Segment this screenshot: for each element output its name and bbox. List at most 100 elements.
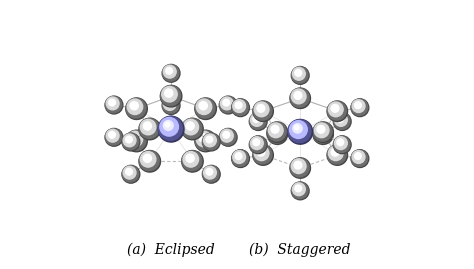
Circle shape	[258, 106, 262, 109]
Circle shape	[271, 128, 279, 135]
Circle shape	[105, 96, 123, 114]
Circle shape	[334, 113, 350, 129]
Circle shape	[334, 136, 350, 153]
Circle shape	[166, 68, 173, 74]
Circle shape	[296, 186, 299, 189]
Circle shape	[254, 102, 269, 117]
Circle shape	[232, 99, 248, 115]
Circle shape	[122, 165, 140, 183]
Text: (b)  Staggered: (b) Staggered	[249, 243, 351, 257]
Circle shape	[253, 145, 273, 165]
Circle shape	[207, 137, 210, 140]
Circle shape	[294, 91, 302, 99]
Circle shape	[203, 134, 216, 147]
Circle shape	[249, 136, 267, 154]
Circle shape	[106, 97, 119, 110]
Circle shape	[203, 166, 219, 182]
Circle shape	[219, 97, 236, 113]
Circle shape	[288, 119, 312, 144]
Circle shape	[160, 86, 182, 107]
Circle shape	[355, 102, 361, 109]
Circle shape	[337, 116, 344, 122]
Circle shape	[145, 123, 149, 127]
Circle shape	[333, 136, 351, 154]
Circle shape	[268, 125, 283, 140]
Circle shape	[126, 168, 132, 175]
Circle shape	[126, 98, 146, 118]
Circle shape	[352, 151, 365, 163]
Circle shape	[182, 119, 202, 138]
Circle shape	[273, 127, 276, 130]
Circle shape	[258, 150, 262, 153]
Circle shape	[139, 118, 161, 140]
Circle shape	[123, 166, 136, 179]
Circle shape	[162, 64, 180, 82]
Circle shape	[313, 124, 333, 144]
Circle shape	[292, 67, 308, 83]
Circle shape	[292, 159, 306, 174]
Circle shape	[195, 98, 215, 118]
Circle shape	[294, 161, 302, 169]
Circle shape	[224, 133, 228, 136]
Circle shape	[164, 89, 173, 97]
Circle shape	[351, 150, 368, 166]
Circle shape	[165, 122, 170, 127]
Circle shape	[164, 121, 173, 130]
Circle shape	[186, 122, 194, 130]
Circle shape	[267, 122, 286, 141]
Circle shape	[250, 137, 263, 150]
Circle shape	[106, 129, 119, 142]
Circle shape	[201, 135, 205, 139]
Circle shape	[132, 135, 136, 139]
Circle shape	[249, 113, 267, 130]
Circle shape	[232, 150, 248, 166]
Circle shape	[219, 129, 237, 146]
Circle shape	[139, 151, 159, 171]
Circle shape	[161, 86, 181, 105]
Circle shape	[352, 100, 365, 112]
Circle shape	[206, 136, 213, 143]
Circle shape	[182, 118, 203, 140]
Circle shape	[327, 101, 347, 121]
Circle shape	[314, 123, 329, 138]
Circle shape	[109, 132, 115, 138]
Circle shape	[253, 139, 260, 146]
Circle shape	[338, 117, 341, 120]
Circle shape	[267, 122, 288, 142]
Circle shape	[183, 119, 199, 135]
Circle shape	[295, 70, 301, 76]
Circle shape	[331, 148, 339, 156]
Circle shape	[290, 89, 309, 107]
Circle shape	[235, 102, 242, 109]
Circle shape	[123, 134, 136, 147]
Circle shape	[254, 140, 257, 143]
Circle shape	[166, 123, 170, 127]
Circle shape	[219, 96, 237, 114]
Circle shape	[164, 65, 176, 78]
Circle shape	[351, 99, 368, 115]
Circle shape	[219, 129, 236, 145]
Circle shape	[295, 93, 299, 97]
Circle shape	[158, 116, 184, 142]
Circle shape	[220, 129, 233, 142]
Circle shape	[110, 133, 113, 136]
Circle shape	[333, 113, 351, 130]
Circle shape	[253, 101, 273, 121]
Circle shape	[127, 169, 130, 173]
Circle shape	[105, 129, 123, 146]
Circle shape	[105, 97, 122, 113]
Circle shape	[164, 98, 176, 110]
Circle shape	[139, 151, 161, 172]
Circle shape	[195, 130, 215, 150]
Circle shape	[328, 146, 343, 161]
Circle shape	[143, 122, 152, 130]
Circle shape	[328, 145, 346, 164]
Circle shape	[162, 97, 180, 115]
Circle shape	[167, 69, 170, 72]
Circle shape	[292, 89, 306, 104]
Circle shape	[313, 124, 332, 143]
Circle shape	[328, 102, 343, 117]
Circle shape	[105, 129, 122, 145]
Circle shape	[182, 151, 203, 172]
Circle shape	[250, 114, 263, 126]
